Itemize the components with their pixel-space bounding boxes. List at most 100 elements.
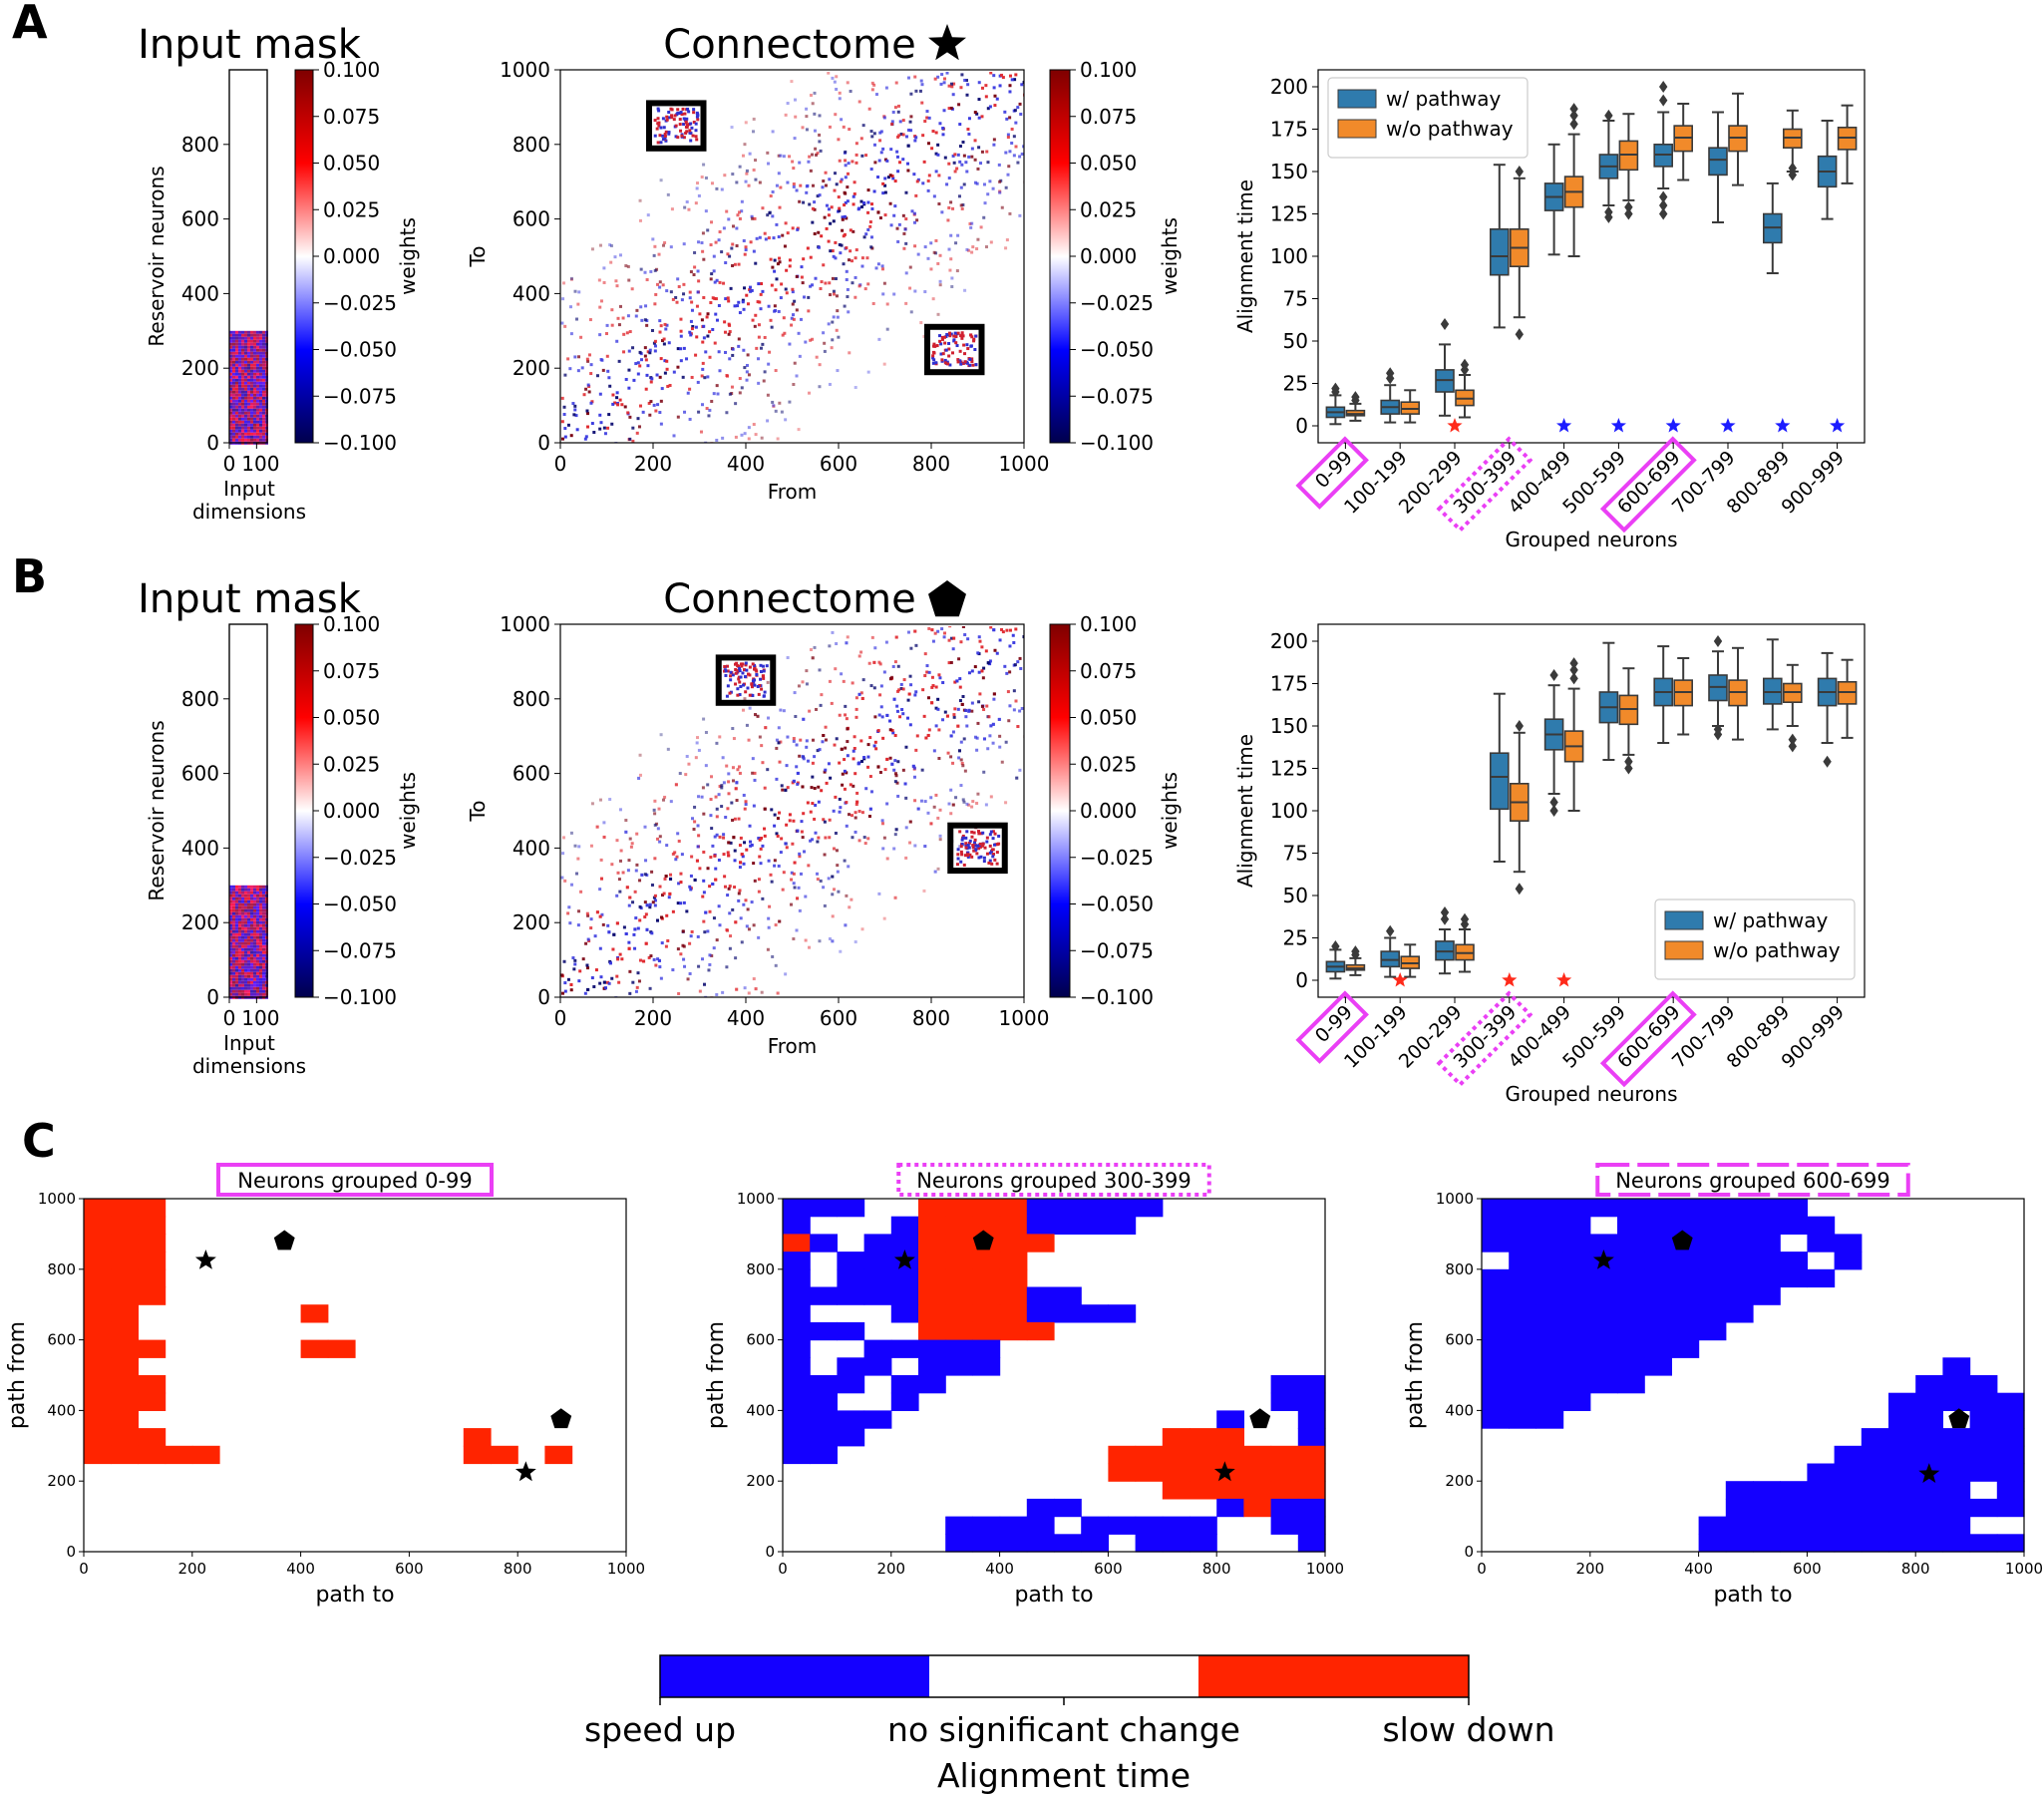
noise-pixel <box>244 375 247 379</box>
connectome-pixel <box>617 323 621 327</box>
heatmap-cell <box>1562 1252 1591 1270</box>
connectome-pixel <box>610 422 614 426</box>
connectome-pixel <box>774 369 778 373</box>
connectome-pixel <box>669 800 673 804</box>
connectome-pixel <box>843 214 847 218</box>
heatmap-cell <box>1915 1534 1943 1553</box>
noise-pixel <box>235 381 238 385</box>
connectome-xlabel: From <box>768 480 818 504</box>
connectome-pixel <box>829 249 833 253</box>
noise-pixel <box>238 378 241 382</box>
connectome-pixel <box>743 286 747 290</box>
noise-pixel <box>259 935 262 939</box>
noise-pixel <box>229 399 232 403</box>
connectome-pixel <box>959 640 963 644</box>
connectome-pixel <box>896 664 900 668</box>
connectome-pixel <box>979 225 983 229</box>
connectome-pixel <box>963 769 967 773</box>
connectome-pixel <box>602 980 606 984</box>
heatmap-cell <box>890 1286 919 1305</box>
connectome-pixel <box>956 848 960 852</box>
noise-pixel <box>232 330 235 334</box>
connectome-pixel <box>955 167 959 171</box>
connectome-pixel <box>1019 666 1023 670</box>
connectome-pixel <box>971 800 975 804</box>
connectome-pixel <box>822 886 826 890</box>
noise-pixel <box>232 902 235 906</box>
connectome-pixel <box>982 860 986 864</box>
noise-pixel <box>232 342 235 346</box>
connectome-pixel <box>674 783 678 787</box>
noise-pixel <box>259 894 262 897</box>
noise-pixel <box>253 363 256 367</box>
connectome-pixel <box>730 126 734 130</box>
noise-pixel <box>229 932 232 936</box>
connectome-pixel <box>811 738 815 742</box>
connectome-pixel <box>750 693 754 697</box>
connectome-pixel <box>658 134 662 138</box>
heatmap-cell <box>1562 1375 1591 1394</box>
heatmap-cell <box>1942 1392 1971 1411</box>
connectome-pixel <box>590 802 594 806</box>
connectome-pixel <box>638 218 642 222</box>
heatmap-cell <box>1969 1463 1998 1482</box>
noise-pixel <box>229 417 232 421</box>
noise-pixel <box>253 905 256 909</box>
connectome-pixel <box>731 224 735 228</box>
connectome-pixel <box>645 927 649 931</box>
connectome-pixel <box>704 995 708 997</box>
connectome-pixel <box>697 748 701 752</box>
noise-pixel <box>250 983 253 987</box>
connectome-pixel <box>944 334 948 338</box>
boxplot-ytick-label: 150 <box>1270 160 1308 183</box>
connectome-pixel <box>756 714 760 718</box>
heatmap-cell <box>783 1410 811 1429</box>
connectome-pixel <box>653 812 657 816</box>
connectome-pixel <box>937 201 941 205</box>
connectome-pixel <box>993 648 997 652</box>
connectome-pixel <box>845 894 849 897</box>
heatmap-cell <box>1054 1216 1082 1235</box>
heatmap-cell <box>138 1252 167 1270</box>
noise-pixel <box>238 932 241 936</box>
noise-pixel <box>250 381 253 385</box>
noise-pixel <box>250 899 253 903</box>
connectome-title: Connectome <box>663 22 915 68</box>
connectome-pixel <box>984 95 988 99</box>
noise-pixel <box>262 408 265 412</box>
noise-pixel <box>247 345 250 349</box>
heatmap-xtick-label: 1000 <box>2005 1560 2043 1578</box>
connectome-pixel <box>982 856 986 860</box>
connectome-pixel <box>817 785 821 789</box>
connectome-pixel <box>876 729 880 733</box>
noise-pixel <box>253 366 256 370</box>
noise-pixel <box>241 372 244 376</box>
noise-pixel <box>253 390 256 394</box>
connectome-pixel <box>956 724 960 728</box>
input-mask-ytick-label: 0 <box>206 431 219 455</box>
noise-pixel <box>250 354 253 358</box>
connectome-pixel <box>631 439 635 443</box>
noise-pixel <box>253 423 256 427</box>
noise-pixel <box>235 420 238 424</box>
noise-pixel <box>229 902 232 906</box>
heatmap-cell <box>945 1199 973 1218</box>
connectome-pixel <box>569 434 573 438</box>
heatmap-cell <box>300 1304 329 1323</box>
noise-pixel <box>244 941 247 945</box>
connectome-pixel <box>799 183 803 187</box>
connectome-pixel <box>753 678 757 682</box>
heatmap-cell <box>1535 1216 1564 1235</box>
connectome-highlight-box <box>646 100 707 152</box>
connectome-pixel <box>880 715 884 719</box>
connectome-pixel <box>566 977 570 981</box>
connectome-pixel <box>822 179 826 183</box>
connectome-pixel <box>963 78 967 82</box>
connectome-pixel <box>828 936 832 940</box>
connectome-pixel <box>912 775 916 779</box>
connectome-pixel <box>940 337 944 341</box>
heatmap-cell <box>1509 1392 1536 1411</box>
noise-pixel <box>232 938 235 942</box>
connectome-pixel <box>746 686 750 690</box>
